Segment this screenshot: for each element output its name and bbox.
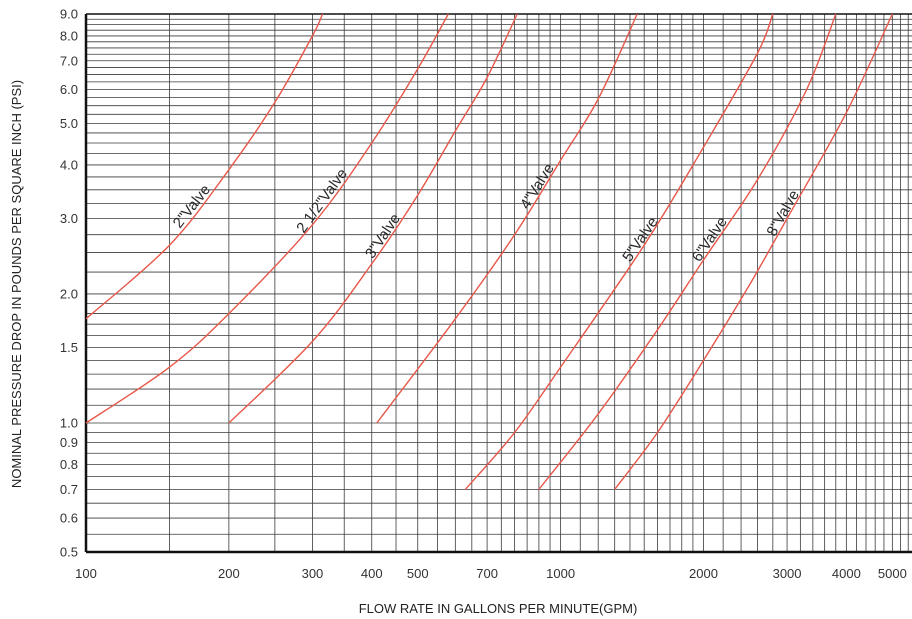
- curve-series-3: [228, 13, 518, 424]
- y-tick-label: 0.8: [60, 457, 78, 472]
- x-tick-label: 5000: [878, 566, 907, 581]
- curve-series-7: [614, 13, 894, 490]
- y-tick-label: 8.0: [60, 28, 78, 43]
- y-axis-title: NOMINAL PRESSURE DROP IN POUNDS PER SQUA…: [9, 80, 24, 488]
- x-tick-label: 4000: [832, 566, 861, 581]
- x-tick-label: 300: [302, 566, 324, 581]
- y-tick-label: 6.0: [60, 82, 78, 97]
- x-tick-labels: 100 200 300 400 500 700 1000 2000 3000 4000 5000: [75, 566, 907, 581]
- curve-label: 8"Valve: [763, 187, 802, 239]
- y-tick-label: 0.7: [60, 482, 78, 497]
- curve-series-5: [464, 13, 774, 490]
- curve-label: 4"Valve: [517, 161, 558, 213]
- x-tick-label: 500: [407, 566, 429, 581]
- x-tick-label: 1000: [546, 566, 575, 581]
- y-tick-label: 7.0: [60, 53, 78, 68]
- x-tick-label: 100: [75, 566, 97, 581]
- y-tick-label: 2.0: [60, 286, 78, 301]
- y-tick-label: 1.0: [60, 415, 78, 430]
- curve-series-4: [376, 13, 638, 424]
- grid: [84, 13, 912, 554]
- y-tick-label: 1.5: [60, 340, 78, 355]
- x-tick-label: 700: [476, 566, 498, 581]
- curves: [85, 13, 894, 490]
- x-tick-label: 3000: [773, 566, 802, 581]
- y-tick-label: 4.0: [60, 157, 78, 172]
- y-tick-label: 0.5: [60, 545, 78, 560]
- curve-label: 6"Valve: [689, 214, 731, 265]
- curve-series-1: [85, 13, 324, 320]
- curve-series-6: [538, 13, 837, 490]
- curve-label: 5"Valve: [619, 214, 661, 265]
- x-axis-title: FLOW RATE IN GALLONS PER MINUTE(GPM): [359, 601, 638, 616]
- y-tick-label: 5.0: [60, 116, 78, 131]
- y-tick-label: 9.0: [60, 7, 78, 22]
- y-tick-label: 0.6: [60, 511, 78, 526]
- curve-series-2: [85, 13, 449, 424]
- x-tick-label: 2000: [689, 566, 718, 581]
- x-tick-label: 400: [361, 566, 383, 581]
- y-tick-label: 0.9: [60, 435, 78, 450]
- y-tick-labels: 0.5 0.6 0.7 0.8 0.9 1.0 1.5 2.0 3.0 4.0 5.0 6.0 7.0 8…: [60, 7, 78, 560]
- y-tick-label: 3.0: [60, 211, 78, 226]
- curve-label: 2 1/2"Valve: [293, 165, 351, 236]
- x-tick-label: 200: [218, 566, 240, 581]
- curve-label: 2"Valve: [170, 182, 214, 232]
